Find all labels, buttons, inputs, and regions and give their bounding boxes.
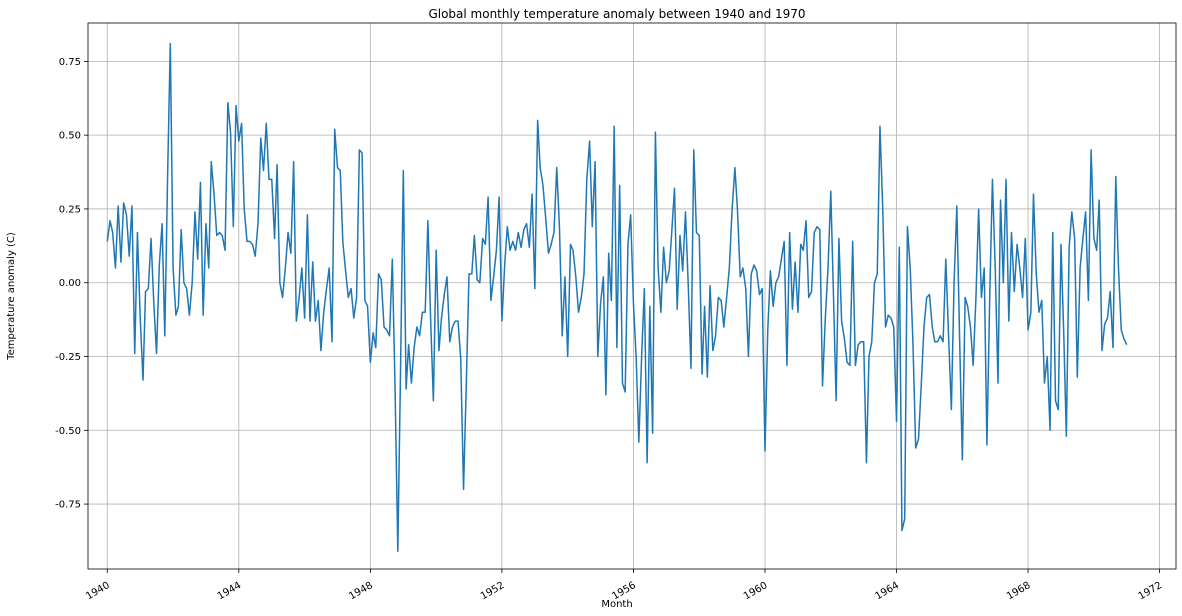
x-axis-label: Month xyxy=(601,599,632,610)
grid xyxy=(88,23,1176,569)
x-tick-label: 1960 xyxy=(742,580,770,602)
y-tick-label: -0.25 xyxy=(55,352,81,363)
chart-title: Global monthly temperature anomaly betwe… xyxy=(428,7,805,21)
x-tick-label: 1948 xyxy=(347,580,375,602)
series-line-0 xyxy=(106,42,1128,553)
y-tick-label: -0.50 xyxy=(55,426,81,437)
y-tick-label: 0.00 xyxy=(59,278,81,289)
y-tick-label: -0.75 xyxy=(55,500,81,511)
x-axis: 1940 1944 1948 1952 1956 1960 1964 1968 1972 xyxy=(84,569,1164,602)
y-tick-label: 0.75 xyxy=(59,57,81,68)
x-tick-label: 1968 xyxy=(1005,580,1033,602)
x-tick-label: 1944 xyxy=(216,580,244,602)
y-tick-label: 0.50 xyxy=(59,131,81,142)
x-tick-label: 1972 xyxy=(1137,580,1165,602)
series-group xyxy=(106,42,1128,553)
plot-area-frame xyxy=(87,22,1177,570)
x-tick-label: 1940 xyxy=(84,580,112,602)
y-axis-label: Temperature anomaly (C) xyxy=(6,232,17,361)
x-tick-label: 1952 xyxy=(479,580,507,602)
x-tick-label: 1964 xyxy=(873,580,901,602)
y-tick-label: 0.25 xyxy=(59,204,81,215)
y-axis: -0.75 -0.50 -0.25 0.00 0.25 0.50 0.75 xyxy=(55,57,88,511)
